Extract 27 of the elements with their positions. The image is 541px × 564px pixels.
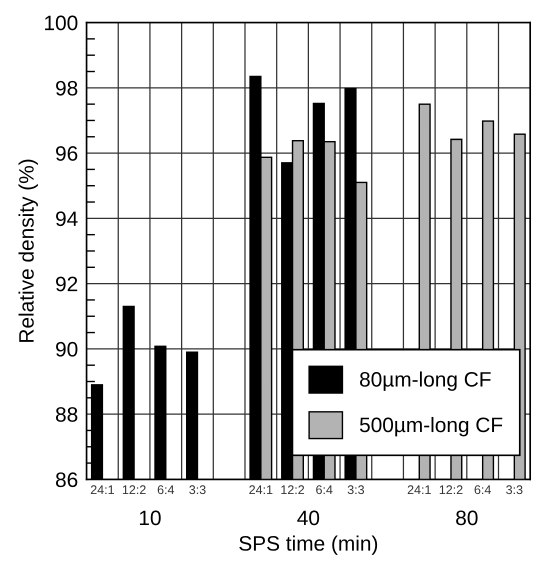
legend-label: 80µm-long CF: [360, 371, 491, 391]
y-tick-label: 86: [56, 472, 78, 488]
y-tick-label: 92: [56, 276, 78, 292]
y-tick-label: 94: [56, 211, 78, 226]
x-tick-label: 3:3: [348, 485, 364, 494]
y-tick-label: 100: [45, 16, 78, 30]
text: 40: [297, 510, 320, 526]
x-tick-label: 6:4: [474, 485, 491, 494]
x-tick-label: 3:3: [189, 485, 206, 494]
y-tick-label: 90: [56, 342, 78, 357]
y-tick-label: 98: [56, 80, 78, 96]
x-tick-label: 12:2: [440, 485, 462, 494]
y-axis-title: Relative density (%): [18, 160, 38, 342]
x-tick-label: 12:2: [281, 485, 304, 494]
x-tick-label: 6:4: [158, 485, 174, 494]
x-tick-label: 6:4: [316, 485, 333, 494]
y-tick-label: 96: [56, 146, 78, 161]
text: 10: [140, 510, 161, 526]
x-axis-title: SPS time (min): [239, 535, 378, 555]
x-tick-label: 24:1: [90, 485, 114, 494]
x-tick-label: 24:1: [249, 485, 272, 494]
x-tick-label: 24:1: [408, 485, 431, 494]
text: 80: [456, 510, 478, 526]
y-tick-label: 88: [56, 407, 78, 422]
x-tick-label: 12:2: [122, 485, 146, 494]
x-tick-label: 3:3: [506, 485, 522, 494]
legend-label: 500µm-long CF: [360, 416, 502, 436]
